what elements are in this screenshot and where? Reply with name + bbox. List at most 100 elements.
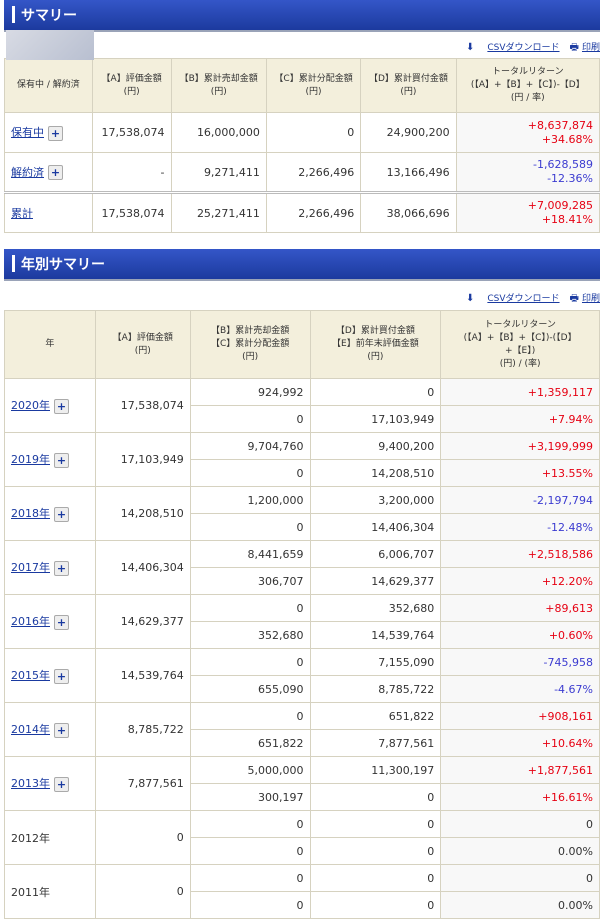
yearly-title: 年別サマリー <box>21 257 105 273</box>
value-c: 651,822 <box>189 729 311 757</box>
year-link[interactable]: 2014年 <box>11 723 50 737</box>
expand-plus-icon[interactable]: + <box>54 668 69 684</box>
year-cell: 2019年 + <box>4 432 96 487</box>
value-a: - <box>91 152 172 193</box>
value-d: 0 <box>309 810 442 838</box>
table-row: 2016年 + 14,629,377 0 352,680 +89,613 <box>4 594 600 649</box>
value-e: 7,877,561 <box>309 729 442 757</box>
expand-plus-icon[interactable]: + <box>54 614 69 630</box>
return-amount: +2,518,586 <box>440 540 600 568</box>
year-link[interactable]: 2016年 <box>11 615 50 629</box>
column-header: 【A】評価金額 (円) <box>94 310 191 379</box>
return-amount: +8,637,874 <box>527 118 593 132</box>
column-header: 年 <box>4 310 96 379</box>
download-icon: ⬇ <box>465 293 475 304</box>
year-cell: 2015年 + <box>4 648 96 703</box>
value-d: 9,400,200 <box>309 432 442 460</box>
table-row: 0 0 0.00% <box>5 837 600 865</box>
value-c: 655,090 <box>189 675 311 703</box>
column-header: 【B】累計売却金額 (円) <box>170 58 267 113</box>
table-row: 352,680 14,539,764 +0.60% <box>5 621 600 649</box>
row-label-cell: 解約済 + <box>4 152 93 193</box>
table-row: 0 14,208,510 +13.55% <box>5 459 600 487</box>
summary-header-bar: サマリー <box>4 0 600 32</box>
year-link[interactable]: 2017年 <box>11 561 50 575</box>
expand-plus-icon[interactable]: + <box>54 452 69 468</box>
column-header: 【D】累計買付金額 (円) <box>360 58 457 113</box>
year-cell: 2011年 <box>4 864 96 919</box>
year-link[interactable]: 2019年 <box>11 453 50 467</box>
value-b: 924,992 <box>189 378 311 406</box>
row-label-cell: 累計 <box>4 191 93 233</box>
value-e: 8,785,722 <box>309 675 442 703</box>
table-row: 2017年 + 14,406,304 8,441,659 6,006,707 +2… <box>4 540 600 595</box>
value-c: 0 <box>189 405 311 433</box>
return-amount: +3,199,999 <box>440 432 600 460</box>
blurred-account-name <box>6 30 94 60</box>
column-header: 【C】累計分配金額 (円) <box>265 58 362 113</box>
return-amount: -745,958 <box>440 648 600 676</box>
table-row: 2015年 + 14,539,764 0 7,155,090 -745,958 <box>4 648 600 703</box>
row-label-link[interactable]: 解約済 <box>11 165 44 179</box>
year-link[interactable]: 2018年 <box>11 507 50 521</box>
value-a: 17,538,074 <box>91 112 172 153</box>
return-amount: -2,197,794 <box>440 486 600 514</box>
value-a: 8,785,722 <box>94 702 191 757</box>
table-row: 2014年 + 8,785,722 0 651,822 +908,161 <box>4 702 600 757</box>
value-d: 0 <box>309 864 442 892</box>
year-link[interactable]: 2013年 <box>11 777 50 791</box>
table-row: 2018年 + 14,208,510 1,200,000 3,200,000 -2… <box>4 486 600 541</box>
year-cell: 2013年 + <box>4 756 96 811</box>
value-b: 25,271,411 <box>170 191 267 233</box>
value-b: 0 <box>189 810 311 838</box>
column-header: トータルリターン (【A】+【B】+【C】)-【D】 (円 / 率) <box>455 58 600 113</box>
year-cell: 2020年 + <box>4 378 96 433</box>
value-b: 16,000,000 <box>170 112 267 153</box>
expand-plus-icon[interactable]: + <box>48 165 63 181</box>
return-rate: +0.60% <box>440 621 600 649</box>
value-c: 2,266,496 <box>265 152 362 193</box>
expand-plus-icon[interactable]: + <box>54 560 69 576</box>
value-d: 24,900,200 <box>360 112 457 153</box>
expand-plus-icon[interactable]: + <box>54 722 69 738</box>
value-e: 14,208,510 <box>309 459 442 487</box>
table-row: 0 17,103,949 +7.94% <box>5 405 600 433</box>
year-link[interactable]: 2020年 <box>11 399 50 413</box>
return-rate: +16.61% <box>440 783 600 811</box>
value-d: 13,166,496 <box>360 152 457 193</box>
table-row: 306,707 14,629,377 +12.20% <box>5 567 600 595</box>
expand-plus-icon[interactable]: + <box>54 776 69 792</box>
value-a: 17,538,074 <box>91 191 172 233</box>
year-label: 2011年 <box>11 885 50 899</box>
value-c: 0 <box>265 112 362 153</box>
column-header: 【A】評価金額 (円) <box>91 58 172 113</box>
year-link[interactable]: 2015年 <box>11 669 50 683</box>
csv-download-link[interactable]: CSVダウンロード <box>487 43 560 53</box>
print-link[interactable]: 🖶 印刷 <box>570 293 600 304</box>
year-cell: 2012年 <box>4 810 96 865</box>
value-e: 17,103,949 <box>309 405 442 433</box>
expand-plus-icon[interactable]: + <box>48 125 63 141</box>
value-c: 300,197 <box>189 783 311 811</box>
summary-section: サマリー ⬇ CSVダウンロード 🖶 印刷 保有中 / 解約済 【A】評価金額 (円) 【… <box>0 0 600 233</box>
value-d: 352,680 <box>309 594 442 622</box>
value-e: 0 <box>309 783 442 811</box>
value-b: 9,271,411 <box>170 152 267 193</box>
row-label-link[interactable]: 累計 <box>11 207 33 220</box>
csv-download-link[interactable]: CSVダウンロード <box>487 294 560 304</box>
value-e: 14,539,764 <box>309 621 442 649</box>
value-a: 14,208,510 <box>94 486 191 541</box>
table-row: 0 0 0.00% <box>5 891 600 919</box>
value-b: 0 <box>189 864 311 892</box>
value-b: 9,704,760 <box>189 432 311 460</box>
return-rate: -4.67% <box>440 675 600 703</box>
row-label-link[interactable]: 保有中 <box>11 126 44 140</box>
expand-plus-icon[interactable]: + <box>54 506 69 522</box>
expand-plus-icon[interactable]: + <box>54 398 69 414</box>
value-e: 0 <box>309 837 442 865</box>
print-link[interactable]: 🖶 印刷 <box>570 42 600 53</box>
column-header: 【D】累計買付金額 【E】前年末評価金額 (円) <box>309 310 442 379</box>
value-a: 17,103,949 <box>94 432 191 487</box>
yearly-table: 年【A】評価金額 (円) 【B】累計売却金額 【C】累計分配金額 (円) 【D】累計… <box>4 310 600 919</box>
return-amount: +1,877,561 <box>440 756 600 784</box>
